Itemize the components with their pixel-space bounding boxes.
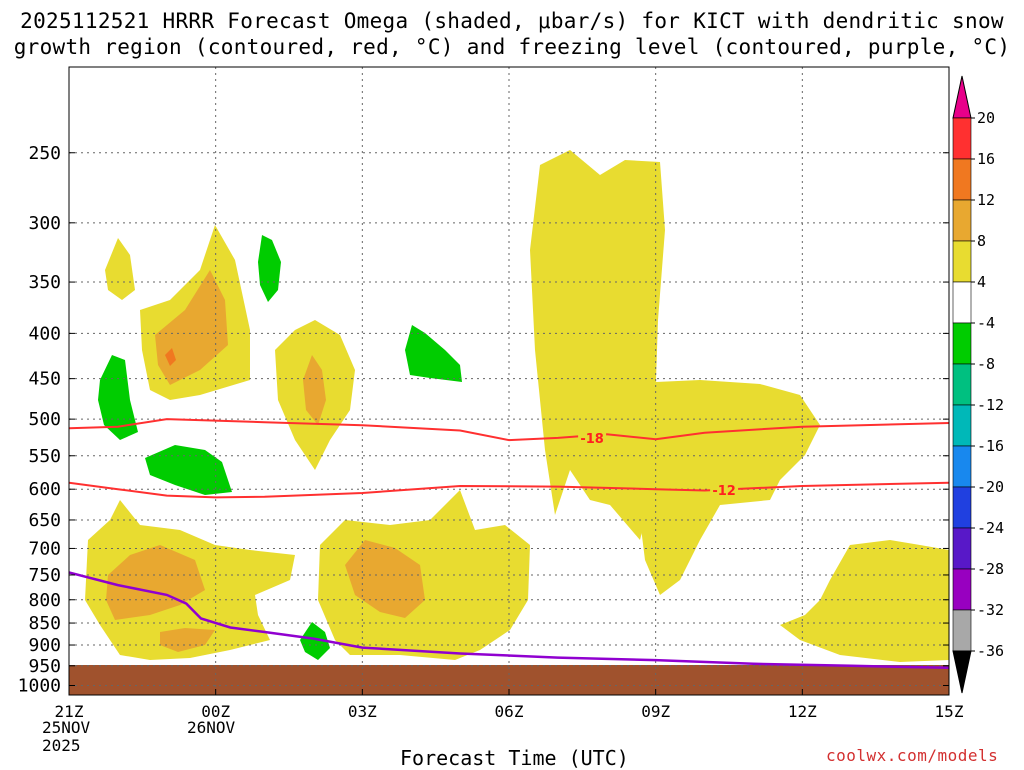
start-date-year: 2025	[42, 736, 81, 755]
colorbar-swatch-6	[952, 363, 972, 406]
grid-lines	[69, 67, 949, 695]
dgz-contour-label-bg--18	[578, 430, 607, 445]
colorbar-tick-label-4: 4	[977, 273, 986, 291]
x-tick-label-09Z: 09Z	[641, 702, 670, 721]
colorbar-swatch-11	[952, 568, 972, 611]
y-tick-label-600: 600	[28, 479, 61, 500]
y-tick-label-900: 900	[28, 635, 61, 656]
dgz-contour-label--18: -18	[580, 432, 604, 447]
colorbar-swatch-12	[952, 609, 972, 652]
y-tick-label-450: 450	[28, 369, 61, 390]
colorbar-under-triangle	[952, 650, 972, 694]
y-tick-label-800: 800	[28, 590, 61, 611]
start-date-day: 25NOV	[42, 718, 91, 737]
omega-region-green-a	[145, 445, 232, 495]
chart-title-line-2: growth region (contoured, red, °C) and f…	[13, 35, 1011, 59]
colorbar-tick-label-12: 12	[977, 191, 995, 209]
omega-region-yellow-small-top	[105, 238, 135, 300]
colorbar-swatch-9	[952, 486, 972, 529]
start-date-label: 25NOV 2025	[42, 719, 90, 755]
y-tick-label-750: 750	[28, 565, 61, 586]
colorbar-tick-label--8: -8	[977, 355, 995, 373]
next-date-label: 26NOV	[187, 718, 236, 737]
colorbar-tick-label--16: -16	[977, 437, 1004, 455]
x-tick-label-06Z: 06Z	[495, 702, 524, 721]
colorbar-tick-label--20: -20	[977, 478, 1004, 496]
omega-shading	[85, 150, 949, 662]
colorbar: 20 16 12 8 4 -4 -8 -12 -16 -20 -24 -28 -32 -36	[952, 75, 1004, 694]
omega-region-orange-mid-blob	[303, 355, 326, 425]
dgz-contour-label--12: -12	[712, 484, 736, 499]
x-axis-label: Forecast Time (UTC)	[400, 746, 629, 770]
y-axis: 2503003504004505005506006507007508008509…	[18, 143, 949, 697]
colorbar-swatch-7	[952, 404, 972, 447]
colorbar-tick-label--4: -4	[977, 314, 995, 332]
colorbar-swatch-4	[952, 281, 972, 324]
colorbar-swatch-2	[952, 199, 972, 242]
colorbar-tick-label--36: -36	[977, 642, 1004, 660]
y-tick-label-250: 250	[28, 143, 61, 164]
colorbar-over-triangle	[952, 75, 972, 119]
omega-region-yellow-lower-right	[780, 540, 949, 662]
omega-region-yellow-upper-large	[530, 150, 665, 540]
y-tick-label-500: 500	[28, 409, 61, 430]
credit-link[interactable]: coolwx.com/models	[826, 746, 999, 765]
colorbar-swatch-10	[952, 527, 972, 570]
y-tick-label-850: 850	[28, 613, 61, 634]
y-tick-label-550: 550	[28, 446, 61, 467]
colorbar-swatch-0	[952, 117, 972, 160]
omega-region-green-e	[300, 622, 330, 660]
colorbar-tick-label-20: 20	[977, 109, 995, 127]
colorbar-swatch-8	[952, 445, 972, 488]
y-tick-label-650: 650	[28, 510, 61, 531]
x-tick-label-21Z: 21Z	[55, 702, 84, 721]
y-tick-label-350: 350	[28, 272, 61, 293]
omega-region-orange-lower-middle	[345, 540, 425, 618]
colorbar-tick-label--32: -32	[977, 601, 1004, 619]
y-tick-label-400: 400	[28, 323, 61, 344]
x-tick-label-15Z: 15Z	[935, 702, 964, 721]
colorbar-swatch-5	[952, 322, 972, 365]
colorbar-tick-label--12: -12	[977, 396, 1004, 414]
y-tick-label-300: 300	[28, 213, 61, 234]
dgz-contour-label-bg--12	[710, 482, 739, 497]
x-tick-label-03Z: 03Z	[348, 702, 377, 721]
contour-labels: -18 -12	[578, 430, 739, 499]
dgz-contour--18	[69, 418, 949, 442]
y-tick-label-950: 950	[28, 656, 61, 677]
x-axis: 21Z 00Z 03Z 06Z 09Z 12Z 15Z	[55, 689, 964, 721]
chart-title-line-1: 2025112521 HRRR Forecast Omega (shaded, …	[20, 9, 1004, 33]
x-tick-label-12Z: 12Z	[788, 702, 817, 721]
colorbar-tick-label--24: -24	[977, 519, 1004, 537]
y-tick-label-700: 700	[28, 538, 61, 559]
x-tick-label-00Z: 00Z	[201, 702, 230, 721]
omega-region-green-b	[98, 355, 138, 440]
colorbar-tick-label--28: -28	[977, 560, 1004, 578]
omega-region-orange-lower-left-b	[160, 628, 215, 652]
omega-region-red-upper-left	[165, 348, 176, 366]
y-tick-label-1000: 1000	[18, 676, 61, 697]
omega-region-green-d	[405, 325, 462, 382]
omega-region-green-c	[258, 235, 281, 302]
colorbar-swatch-3	[952, 240, 972, 283]
colorbar-tick-label-16: 16	[977, 150, 995, 168]
colorbar-swatch-1	[952, 158, 972, 201]
colorbar-tick-label-8: 8	[977, 232, 986, 250]
freezing-level-contour	[69, 571, 949, 670]
